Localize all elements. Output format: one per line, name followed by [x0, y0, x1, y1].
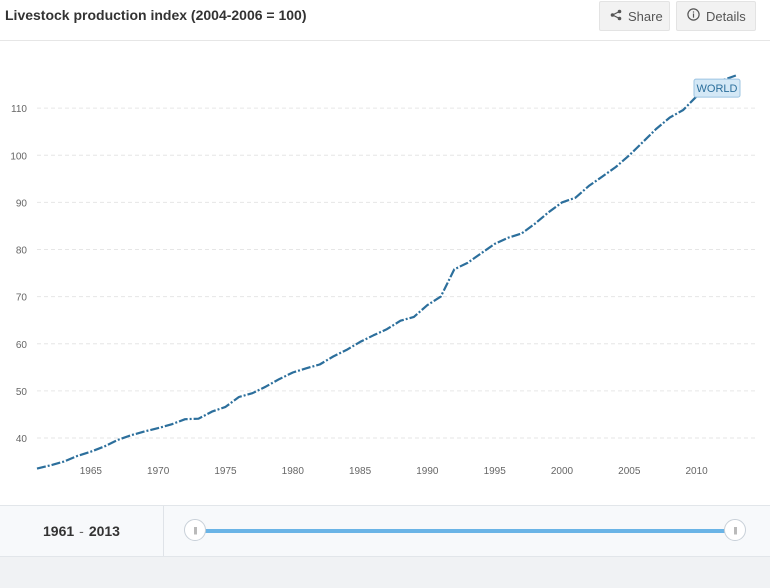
data-point	[494, 243, 496, 245]
data-point	[144, 431, 146, 433]
range-footer: 1961 - 2013 ||| |||	[0, 505, 770, 557]
data-point	[615, 166, 617, 168]
data-point	[332, 356, 334, 358]
x-tick-label: 1980	[282, 466, 305, 477]
share-button[interactable]: Share	[599, 1, 670, 31]
chart-title: Livestock production index (2004-2006 = …	[5, 7, 307, 23]
y-tick-label: 110	[11, 104, 27, 115]
range-slider-end-handle[interactable]: |||	[724, 519, 746, 541]
y-tick-label: 80	[16, 246, 28, 257]
share-icon	[610, 9, 622, 24]
data-point	[77, 455, 79, 457]
share-label: Share	[628, 8, 663, 24]
range-slider-start-handle[interactable]: |||	[184, 519, 206, 541]
x-tick-label: 1990	[416, 466, 439, 477]
data-point	[588, 185, 590, 187]
data-point	[36, 468, 38, 470]
series-label-box	[693, 78, 741, 98]
data-point	[642, 141, 644, 143]
data-point	[507, 237, 509, 239]
data-point	[90, 451, 92, 453]
data-point	[63, 461, 65, 463]
data-point	[346, 349, 348, 351]
data-point	[561, 202, 563, 204]
data-point	[265, 386, 267, 388]
data-point	[373, 334, 375, 336]
x-tick-label: 1975	[214, 466, 237, 477]
data-point	[184, 418, 186, 420]
data-point	[359, 341, 361, 343]
data-point	[171, 424, 173, 426]
x-tick-label: 1965	[80, 466, 103, 477]
x-tick-label: 1985	[349, 466, 372, 477]
data-point	[252, 392, 254, 394]
data-point	[225, 406, 227, 408]
y-tick-label: 100	[10, 151, 27, 162]
data-point	[279, 378, 281, 380]
data-point	[480, 252, 482, 254]
data-point	[682, 109, 684, 111]
range-separator: -	[79, 523, 84, 539]
series-group	[36, 74, 738, 470]
y-tick-label: 70	[16, 293, 28, 304]
details-label: Details	[706, 8, 746, 24]
data-point	[157, 427, 159, 429]
chart-area: 40 50 60 70 80 90 100 110 1965 1970 1975 1980 1985 1…	[0, 41, 770, 503]
x-tick-label: 2005	[618, 466, 641, 477]
data-point	[427, 304, 429, 306]
range-slider-track[interactable]	[195, 529, 735, 533]
x-tick-label: 1995	[484, 466, 507, 477]
data-point	[413, 316, 415, 318]
data-point	[198, 418, 200, 420]
data-point	[534, 223, 536, 225]
data-point	[736, 74, 738, 76]
info-icon	[687, 8, 700, 24]
page-bottom	[0, 557, 770, 588]
data-point	[319, 364, 321, 366]
series-line	[36, 74, 738, 470]
series-label: WORLD	[697, 83, 738, 95]
data-point	[602, 176, 604, 178]
data-point	[386, 328, 388, 330]
data-point	[454, 268, 456, 270]
x-tick-label: 2010	[685, 466, 708, 477]
data-point	[440, 296, 442, 298]
data-point	[292, 372, 294, 374]
data-point	[50, 465, 52, 467]
data-point	[655, 128, 657, 130]
data-point	[629, 154, 631, 156]
data-point	[467, 262, 469, 264]
data-point	[211, 411, 213, 413]
y-tick-label: 60	[16, 340, 28, 351]
data-point	[117, 439, 119, 441]
data-point	[521, 233, 523, 235]
series-labels: WORLD	[693, 78, 741, 98]
grid-lines	[37, 107, 755, 439]
year-range-label: 1961 - 2013	[0, 506, 164, 556]
details-button[interactable]: Details	[676, 1, 756, 31]
x-tick-label: 2000	[551, 466, 574, 477]
y-tick-label: 50	[16, 387, 28, 398]
range-start: 1961	[43, 523, 75, 539]
data-point	[548, 211, 550, 213]
x-tick-label: 1970	[147, 466, 170, 477]
chart-header: Livestock production index (2004-2006 = …	[0, 0, 770, 41]
data-point	[400, 320, 402, 322]
x-axis-ticks: 1965 1970 1975 1980 1985 1990 1995 2000 2005 2010	[80, 466, 708, 477]
data-point	[669, 117, 671, 119]
range-end: 2013	[88, 523, 120, 539]
data-point	[130, 434, 132, 436]
y-tick-label: 90	[16, 198, 28, 209]
data-point	[305, 367, 307, 369]
y-axis-ticks: 40 50 60 70 80 90 100 110	[10, 104, 27, 445]
data-point	[238, 396, 240, 398]
data-point	[104, 446, 106, 448]
y-tick-label: 40	[16, 434, 28, 445]
data-point	[575, 197, 577, 199]
